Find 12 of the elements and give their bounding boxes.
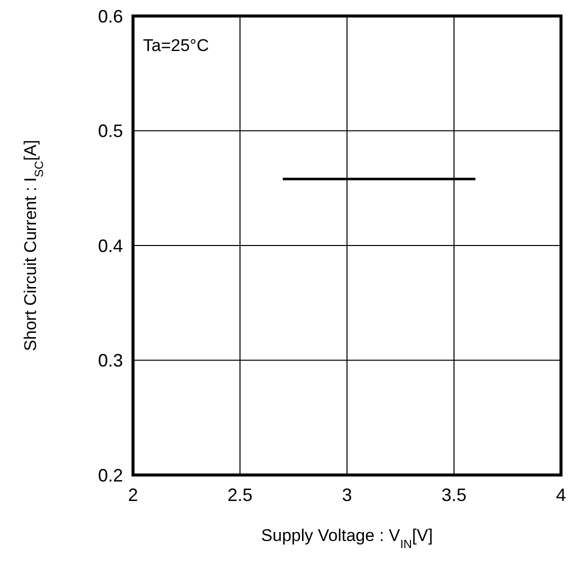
x-tick-label: 4 (556, 485, 566, 505)
y-tick-label: 0.4 (98, 236, 123, 256)
y-tick-label: 0.6 (98, 6, 123, 26)
x-tick-label: 2 (128, 485, 138, 505)
y-tick-label: 0.5 (98, 121, 123, 142)
y-tick-label: 0.2 (98, 465, 123, 486)
y-tick-label: 0.3 (98, 350, 123, 371)
x-tick-label: 3.5 (441, 485, 467, 505)
annotation: Ta=25°C (143, 36, 209, 55)
x-axis-title: Supply Voltage : V$_{IN}$[V] (261, 526, 433, 551)
x-tick-label: 3 (342, 485, 352, 505)
x-tick-label: 2.5 (227, 485, 253, 505)
